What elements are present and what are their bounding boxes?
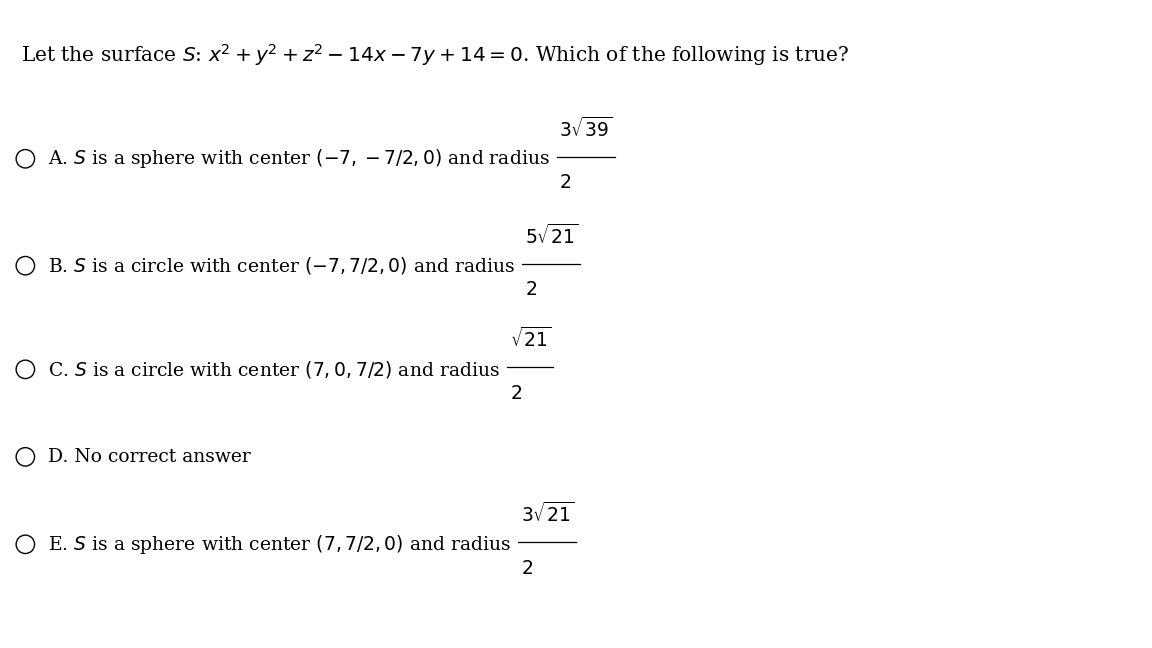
- Text: $2$: $2$: [521, 560, 532, 578]
- Text: A. $\mathit{S}$ is a sphere with center $(-7,-7/2,0)$ and radius: A. $\mathit{S}$ is a sphere with center …: [48, 147, 551, 170]
- Text: $2$: $2$: [524, 281, 537, 299]
- Text: $3\sqrt{39}$: $3\sqrt{39}$: [560, 117, 613, 141]
- Text: $2$: $2$: [560, 174, 571, 192]
- Text: $3\sqrt{21}$: $3\sqrt{21}$: [521, 502, 574, 526]
- Text: $\sqrt{21}$: $\sqrt{21}$: [509, 327, 551, 351]
- Text: D. No correct answer: D. No correct answer: [48, 448, 251, 466]
- Text: Let the surface $\mathit{S}$: $x^2 +y^2 +z^2 - 14x - 7y + 14 = 0$. Which of the : Let the surface $\mathit{S}$: $x^2 +y^2 …: [21, 42, 849, 68]
- Text: B. $\mathit{S}$ is a circle with center $(-7,7/2,0)$ and radius: B. $\mathit{S}$ is a circle with center …: [48, 255, 515, 276]
- Text: C. $\mathit{S}$ is a circle with center $(7,0,7/2)$ and radius: C. $\mathit{S}$ is a circle with center …: [48, 359, 500, 380]
- Text: $5\sqrt{21}$: $5\sqrt{21}$: [524, 224, 578, 248]
- Text: $2$: $2$: [509, 385, 522, 403]
- Text: E. $\mathit{S}$ is a sphere with center $(7,7/2,0)$ and radius: E. $\mathit{S}$ is a sphere with center …: [48, 533, 511, 556]
